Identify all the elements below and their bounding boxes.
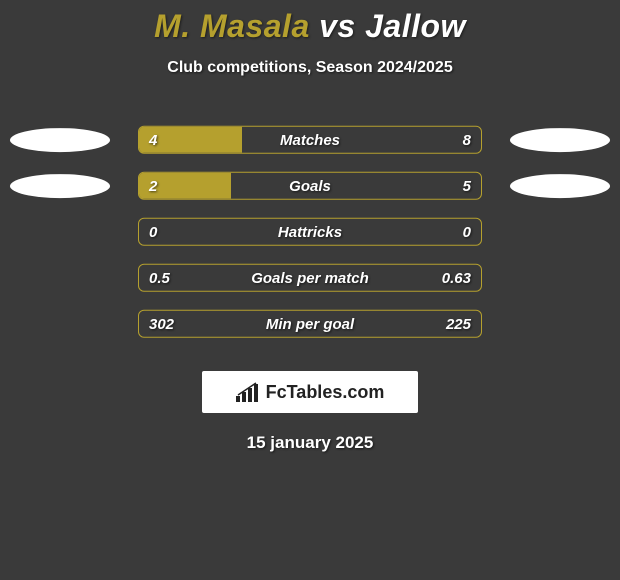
- fctables-logo[interactable]: FcTables.com: [202, 371, 418, 413]
- stat-label: Matches: [139, 127, 481, 154]
- stats-list: 48Matches 25Goals 00Hattricks 0.50.63Goals …: [0, 119, 620, 349]
- stat-label: Min per goal: [139, 311, 481, 338]
- stat-row: 00Hattricks: [0, 211, 620, 257]
- player2-name: Jallow: [365, 8, 466, 44]
- player1-badge: [10, 128, 110, 152]
- stat-row: 302225Min per goal: [0, 303, 620, 349]
- vs-label: vs: [319, 8, 356, 44]
- stat-label: Goals: [139, 173, 481, 200]
- stat-row: 48Matches: [0, 119, 620, 165]
- stat-row: 0.50.63Goals per match: [0, 257, 620, 303]
- stat-label: Goals per match: [139, 265, 481, 292]
- stat-bar: 25Goals: [138, 172, 482, 200]
- player1-badge: [10, 174, 110, 198]
- player2-badge: [510, 174, 610, 198]
- subtitle: Club competitions, Season 2024/2025: [0, 59, 620, 77]
- bars-icon: [236, 382, 260, 402]
- player1-name: M. Masala: [154, 8, 310, 44]
- stat-bar: 0.50.63Goals per match: [138, 264, 482, 292]
- page-title: M. Masala vs Jallow: [0, 0, 620, 45]
- stat-row: 25Goals: [0, 165, 620, 211]
- date-label: 15 january 2025: [0, 433, 620, 453]
- stat-bar: 48Matches: [138, 126, 482, 154]
- logo-text: FcTables.com: [266, 382, 385, 403]
- comparison-widget: M. Masala vs Jallow Club competitions, S…: [0, 0, 620, 580]
- stat-bar: 302225Min per goal: [138, 310, 482, 338]
- stat-label: Hattricks: [139, 219, 481, 246]
- player2-badge: [510, 128, 610, 152]
- stat-bar: 00Hattricks: [138, 218, 482, 246]
